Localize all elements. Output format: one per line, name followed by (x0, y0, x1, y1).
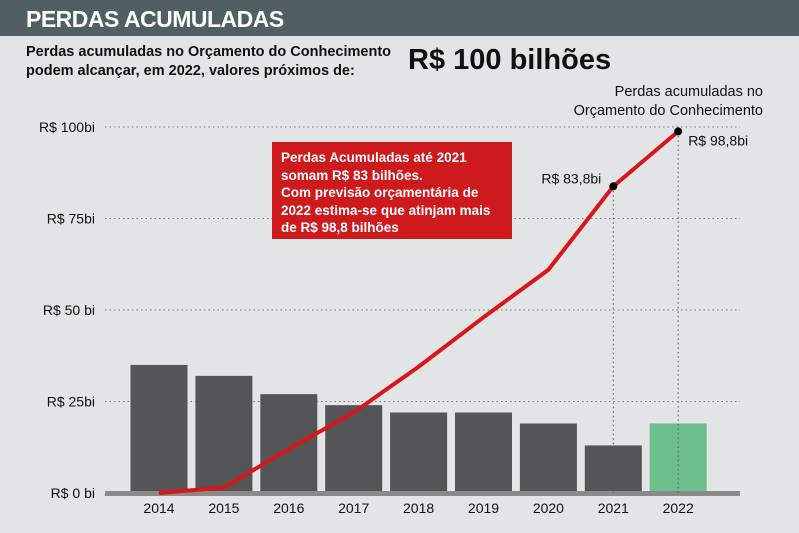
bar (584, 445, 642, 493)
line-series (158, 129, 680, 495)
bar (260, 394, 318, 493)
headline-value: R$ 100 bilhões (408, 44, 612, 76)
callout-line: 2022 estima-se que atinjam mais (281, 202, 491, 218)
subtitle: Perdas acumuladas no Orçamento do Conhec… (26, 44, 391, 79)
callout-line: somam R$ 83 bilhões. (281, 167, 423, 183)
bar (390, 412, 448, 493)
x-tick-label: 2018 (403, 500, 434, 516)
line-caption: Perdas acumuladas no Orçamento do Conhec… (573, 84, 763, 119)
x-tick-label: 2021 (598, 500, 629, 516)
bar (455, 412, 512, 493)
y-tick-label: R$ 25bi (47, 394, 95, 410)
data-point (609, 182, 618, 191)
y-tick-label: R$ 50 bi (43, 302, 95, 318)
callout-box: Perdas Acumuladas até 2021 somam R$ 83 b… (272, 142, 512, 239)
x-tick-label: 2017 (338, 500, 369, 516)
data-point (674, 127, 683, 136)
x-tick-label: 2020 (533, 500, 564, 516)
x-tick-label: 2014 (143, 500, 174, 516)
x-tick-label: 2016 (273, 500, 304, 516)
bar (325, 405, 383, 493)
bar (519, 423, 577, 493)
point-label: R$ 83,8bi (541, 170, 601, 186)
x-axis (105, 491, 740, 496)
x-tick-label: 2019 (468, 500, 499, 516)
y-tick-label: R$ 0 bi (51, 485, 95, 501)
bar (195, 375, 253, 493)
y-tick-label: R$ 75bi (47, 211, 95, 227)
callout-line: de R$ 98,8 bilhões (281, 220, 399, 235)
bar (130, 364, 188, 493)
callout-line: Perdas Acumuladas até 2021 (281, 150, 467, 165)
header-title: PERDAS ACUMULADAS (26, 6, 284, 32)
y-tick-label: R$ 100bi (39, 119, 95, 135)
x-tick-label: 2022 (663, 500, 694, 516)
x-tick-label: 2015 (208, 500, 239, 516)
header-bar: PERDAS ACUMULADAS (0, 0, 799, 36)
bar (649, 423, 707, 493)
point-label: R$ 98,8bi (688, 132, 748, 148)
callout-line: Com previsão orçamentária de (281, 185, 479, 200)
